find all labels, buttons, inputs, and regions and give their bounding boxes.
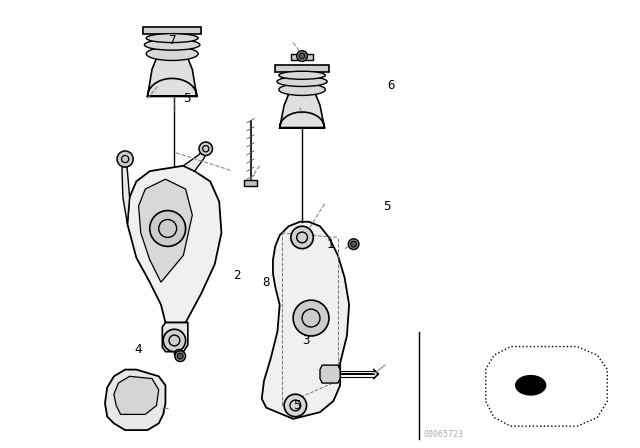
Ellipse shape <box>277 77 327 86</box>
Ellipse shape <box>146 34 198 43</box>
Polygon shape <box>143 27 202 34</box>
Polygon shape <box>320 365 340 383</box>
Text: 6: 6 <box>387 78 395 92</box>
Polygon shape <box>139 179 192 282</box>
Circle shape <box>297 51 307 61</box>
Circle shape <box>117 151 133 167</box>
Text: 8: 8 <box>262 276 269 289</box>
Text: 5: 5 <box>383 199 390 213</box>
Circle shape <box>174 349 184 358</box>
Circle shape <box>199 142 212 155</box>
Polygon shape <box>127 166 221 323</box>
Text: 4: 4 <box>134 343 141 356</box>
Circle shape <box>163 329 186 352</box>
Text: 00065723: 00065723 <box>423 430 463 439</box>
Text: 1: 1 <box>327 237 334 251</box>
Polygon shape <box>291 54 314 60</box>
Ellipse shape <box>145 39 200 50</box>
Text: 3: 3 <box>302 334 310 347</box>
Circle shape <box>177 353 183 359</box>
Polygon shape <box>486 347 607 426</box>
Circle shape <box>291 226 314 249</box>
Text: 5: 5 <box>293 399 301 412</box>
Circle shape <box>293 300 329 336</box>
Circle shape <box>299 53 305 59</box>
Polygon shape <box>275 65 329 72</box>
Circle shape <box>175 351 186 362</box>
Text: 7: 7 <box>168 34 175 47</box>
Ellipse shape <box>146 47 198 60</box>
Circle shape <box>516 375 546 395</box>
Polygon shape <box>148 58 197 96</box>
Circle shape <box>348 239 359 250</box>
Polygon shape <box>105 370 165 430</box>
Text: 5: 5 <box>184 92 191 105</box>
Ellipse shape <box>279 84 325 95</box>
Ellipse shape <box>279 71 325 79</box>
Polygon shape <box>184 146 208 171</box>
Polygon shape <box>244 180 257 186</box>
Polygon shape <box>122 155 130 224</box>
Text: 2: 2 <box>233 269 240 282</box>
Polygon shape <box>262 222 349 419</box>
Circle shape <box>150 211 186 246</box>
Circle shape <box>351 241 356 247</box>
Polygon shape <box>114 376 159 414</box>
Circle shape <box>284 394 307 417</box>
Polygon shape <box>280 94 324 128</box>
Polygon shape <box>163 323 188 352</box>
